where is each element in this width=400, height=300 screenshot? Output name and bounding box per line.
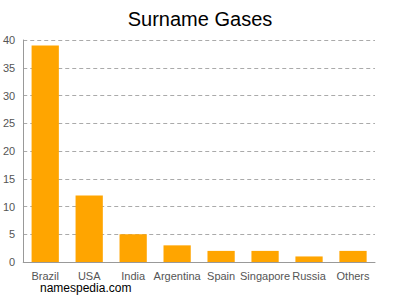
svg-text:40: 40 [3, 34, 15, 46]
svg-text:25: 25 [3, 117, 15, 129]
svg-text:Brazil: Brazil [31, 270, 59, 282]
svg-text:30: 30 [3, 90, 15, 102]
svg-text:Others: Others [337, 270, 371, 282]
svg-text:20: 20 [3, 145, 15, 157]
svg-text:15: 15 [3, 173, 15, 185]
svg-text:Singapore: Singapore [240, 270, 290, 282]
svg-text:Spain: Spain [207, 270, 235, 282]
svg-text:5: 5 [9, 228, 15, 240]
svg-text:10: 10 [3, 201, 15, 213]
svg-text:Argentina: Argentina [154, 270, 202, 282]
svg-text:USA: USA [78, 270, 101, 282]
svg-text:India: India [121, 270, 146, 282]
svg-text:Russia: Russia [292, 270, 327, 282]
svg-text:35: 35 [3, 62, 15, 74]
svg-text:Surname Gases: Surname Gases [128, 8, 273, 30]
svg-text:namespedia.com: namespedia.com [40, 281, 131, 295]
svg-text:0: 0 [9, 256, 15, 268]
